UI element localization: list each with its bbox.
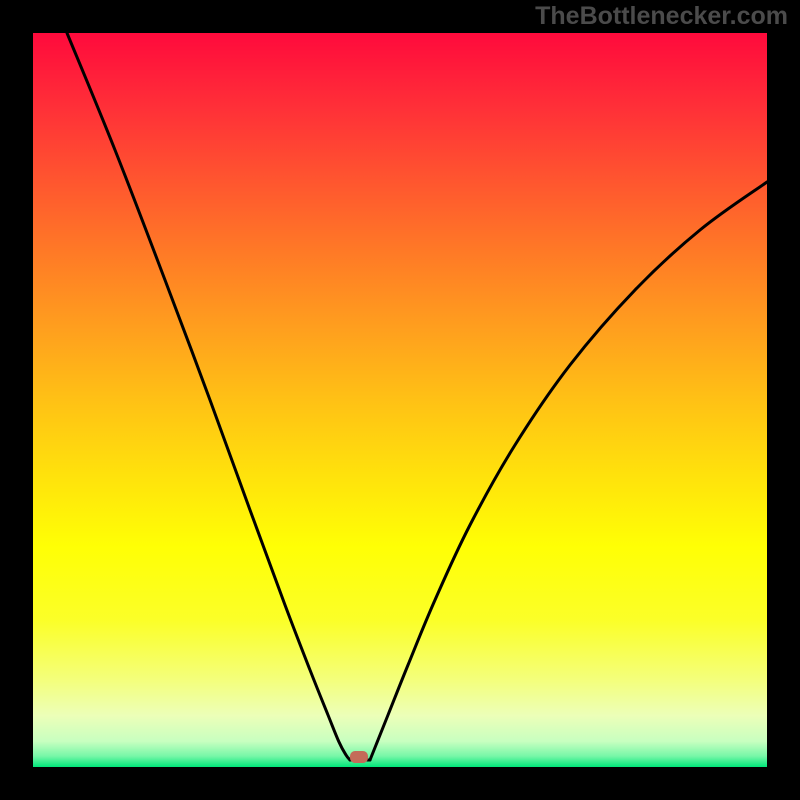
plot-area: [33, 33, 767, 767]
chart-frame: TheBottlenecker.com: [0, 0, 800, 800]
watermark-text: TheBottlenecker.com: [535, 2, 788, 31]
